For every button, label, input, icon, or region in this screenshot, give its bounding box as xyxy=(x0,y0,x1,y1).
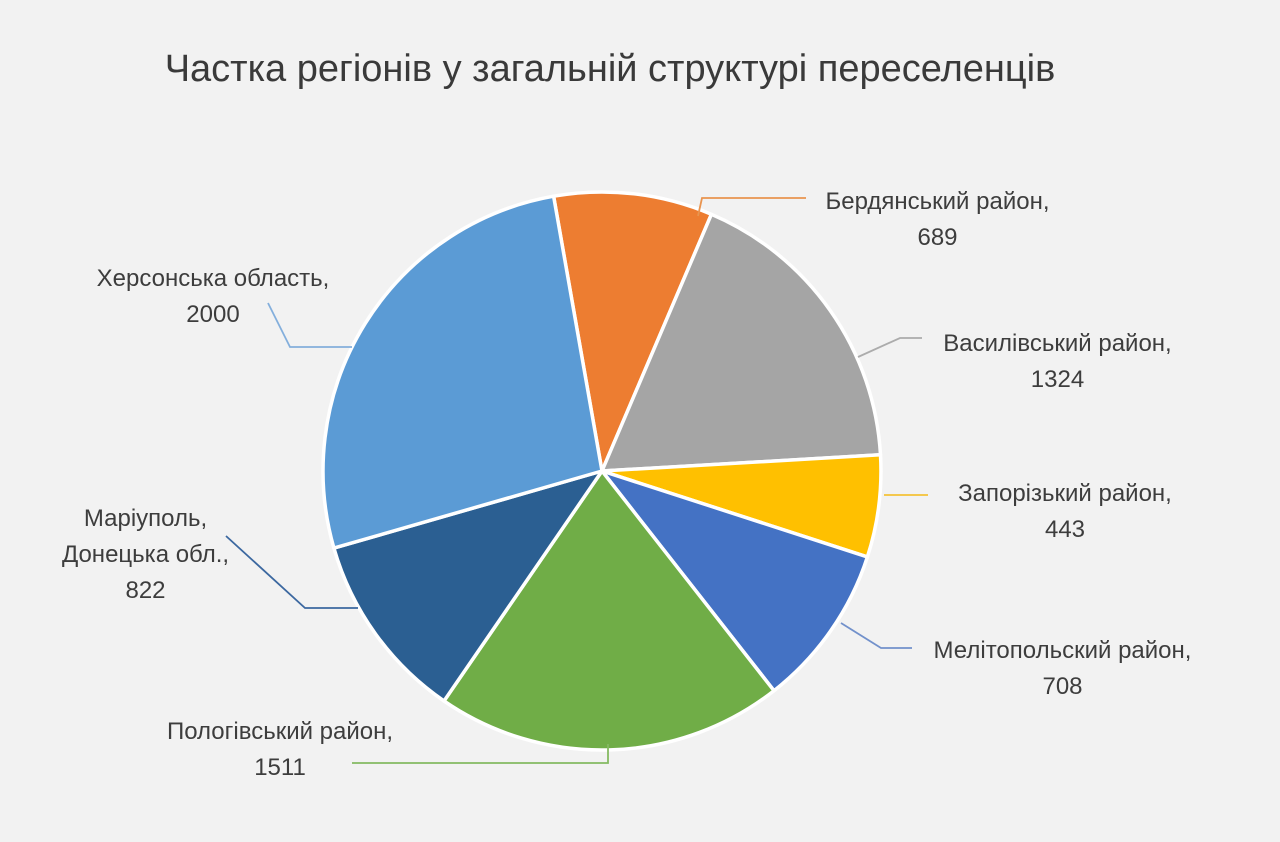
data-label-khersonska-oblast: Херсонська область, 2000 xyxy=(78,261,348,333)
leader-line-berdianskyi-raion xyxy=(697,197,806,217)
data-label-vasylivskyi-raion: Василівський район, 1324 xyxy=(915,326,1200,398)
data-label-polohivskyi-raion: Пологівський район, 1511 xyxy=(140,714,420,786)
pie-slices xyxy=(321,190,883,752)
leader-line-melitopolskyi-raion xyxy=(840,622,912,649)
data-label-value: 2000 xyxy=(186,301,240,328)
data-label-berdianskyi-raion: Бердянський район, 689 xyxy=(795,184,1080,256)
pie-slice-melitopolskyi-raion xyxy=(600,469,870,693)
data-label-name: Запорізький район, xyxy=(958,480,1172,507)
data-label-name: Бердянський район, xyxy=(825,188,1050,215)
data-label-melitopolskyi-raion: Мелітопольский район, 708 xyxy=(900,633,1225,705)
data-label-name: Василівський район, xyxy=(943,330,1172,357)
data-label-name: Пологівський район, xyxy=(166,718,394,745)
pie-slice-khersonska-oblast xyxy=(321,194,604,550)
data-label-name: Херсонська область, xyxy=(96,265,330,292)
data-label-value: 443 xyxy=(1044,516,1086,543)
pie-slice-mariupol-donetska xyxy=(332,469,604,703)
data-label-name: Мелітопольский район, xyxy=(933,637,1192,664)
pie-slice-vasylivskyi-raion xyxy=(600,212,883,473)
data-label-value: 689 xyxy=(917,224,958,251)
data-label-zaporizkyi-raion: Запорізький район, 443 xyxy=(930,476,1200,548)
data-label-value: 822 xyxy=(125,577,166,604)
data-label-value: 1324 xyxy=(1030,366,1085,393)
pie-slice-polohivskyi-raion xyxy=(442,469,776,752)
leader-lines xyxy=(225,197,928,764)
leader-line-vasylivskyi-raion xyxy=(857,337,922,358)
leader-line-khersonska-oblast xyxy=(267,302,352,348)
data-label-mariupol-donetska: Маріуполь, Донецька обл., 822 xyxy=(38,501,253,609)
pie-slice-berdianskyi-raion xyxy=(551,190,714,473)
leader-line-polohivskyi-raion xyxy=(352,744,609,764)
chart-title: Частка регіонів у загальній структурі пе… xyxy=(164,48,1056,90)
data-label-value: 1511 xyxy=(254,754,306,781)
data-label-value: 708 xyxy=(1042,673,1083,700)
data-label-name: Маріуполь, Донецька обл., xyxy=(61,505,230,568)
leader-line-mariupol-donetska xyxy=(225,535,358,609)
